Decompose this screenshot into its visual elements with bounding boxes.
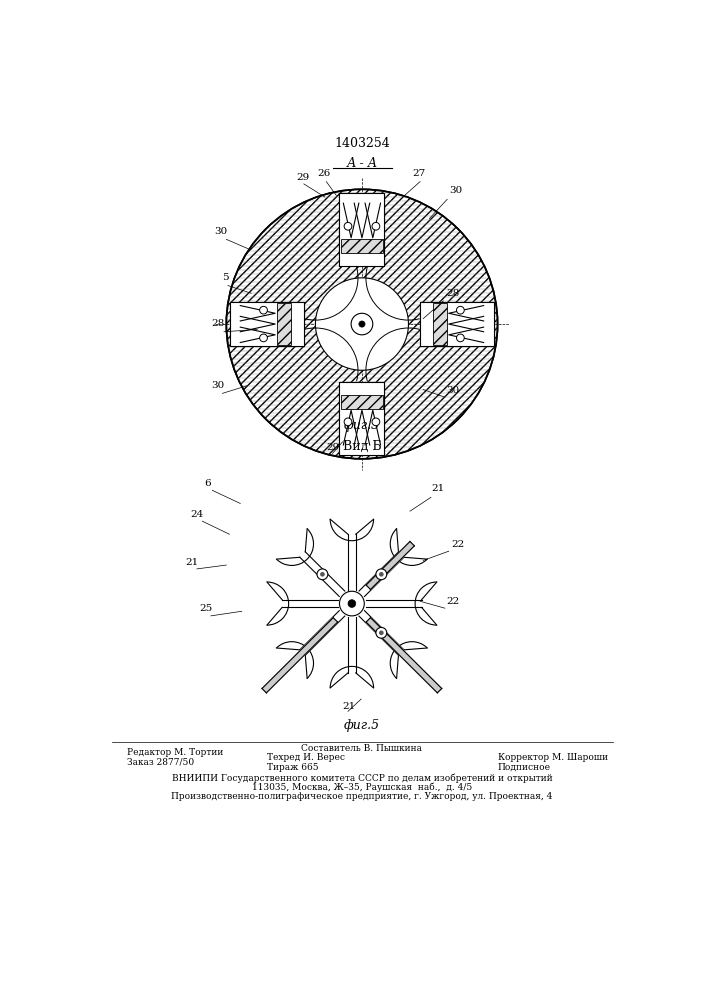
Text: А - А: А - А [346,157,378,170]
Bar [420,302,493,346]
Circle shape [379,631,384,635]
Text: 30: 30 [449,186,462,195]
Circle shape [317,569,328,580]
Circle shape [351,313,373,335]
Circle shape [320,572,325,577]
Text: 28: 28 [446,289,460,298]
Text: 29: 29 [327,443,339,452]
Polygon shape [366,541,414,589]
Text: Редактор М. Тортии: Редактор М. Тортии [127,748,223,757]
Text: Подписное: Подписное [498,763,551,772]
Text: Производственно-полиграфическое предприятие, г. Ужгород, ул. Проектная, 4: Производственно-полиграфическое предприя… [171,792,553,801]
Bar [420,302,493,346]
Text: 28: 28 [211,319,224,328]
Text: 5: 5 [222,273,228,282]
Text: фиг.5: фиг.5 [344,719,380,732]
Text: 27: 27 [412,169,426,178]
Circle shape [344,418,352,426]
Circle shape [259,334,267,342]
Text: 21: 21 [185,558,199,567]
Text: 113035, Москва, Ж–35, Раушская  наб.,  д. 4/5: 113035, Москва, Ж–35, Раушская наб., д. … [252,783,472,792]
Circle shape [457,306,464,314]
Text: 29: 29 [296,173,310,182]
Circle shape [372,418,380,426]
Bar [230,302,304,346]
Text: Тираж 665: Тираж 665 [267,763,318,772]
Circle shape [457,334,464,342]
Circle shape [226,189,498,459]
Text: 30: 30 [211,381,224,390]
Circle shape [376,569,387,580]
Bar [339,193,385,266]
Bar [433,303,448,345]
Bar [230,302,304,346]
Circle shape [315,278,409,370]
Text: Техред И. Верес: Техред И. Верес [267,753,344,762]
Text: Заказ 2877/50: Заказ 2877/50 [127,758,194,767]
Bar [339,193,385,266]
Text: фиг.3: фиг.3 [344,419,380,432]
Bar [339,382,385,455]
Text: 6: 6 [204,479,211,488]
Circle shape [259,306,267,314]
Text: 24: 24 [191,510,204,519]
Circle shape [379,572,384,577]
Circle shape [339,591,364,616]
Circle shape [359,321,365,327]
Text: 30: 30 [214,227,227,236]
Bar [276,303,291,345]
Text: Вид Б: Вид Б [343,440,381,453]
Polygon shape [366,618,442,693]
Text: 1403254: 1403254 [334,137,390,150]
Bar [341,239,383,253]
Circle shape [315,278,409,370]
Text: 22: 22 [446,597,460,606]
Text: 26: 26 [317,169,331,178]
Text: Корректор М. Шароши: Корректор М. Шароши [498,753,608,762]
Bar [339,382,385,455]
Text: 30: 30 [446,386,460,395]
Circle shape [348,600,356,607]
Text: 21: 21 [343,702,356,711]
Text: ВНИИПИ Государственного комитета СССР по делам изобретений и открытий: ВНИИПИ Государственного комитета СССР по… [172,774,552,783]
Circle shape [376,627,387,638]
Circle shape [344,222,352,230]
Bar [341,395,383,409]
Polygon shape [262,618,338,693]
Text: Составитель В. Пышкина: Составитель В. Пышкина [301,744,423,753]
Text: 22: 22 [451,540,464,549]
Text: 25: 25 [199,604,212,613]
Text: 21: 21 [431,484,444,493]
Circle shape [372,222,380,230]
